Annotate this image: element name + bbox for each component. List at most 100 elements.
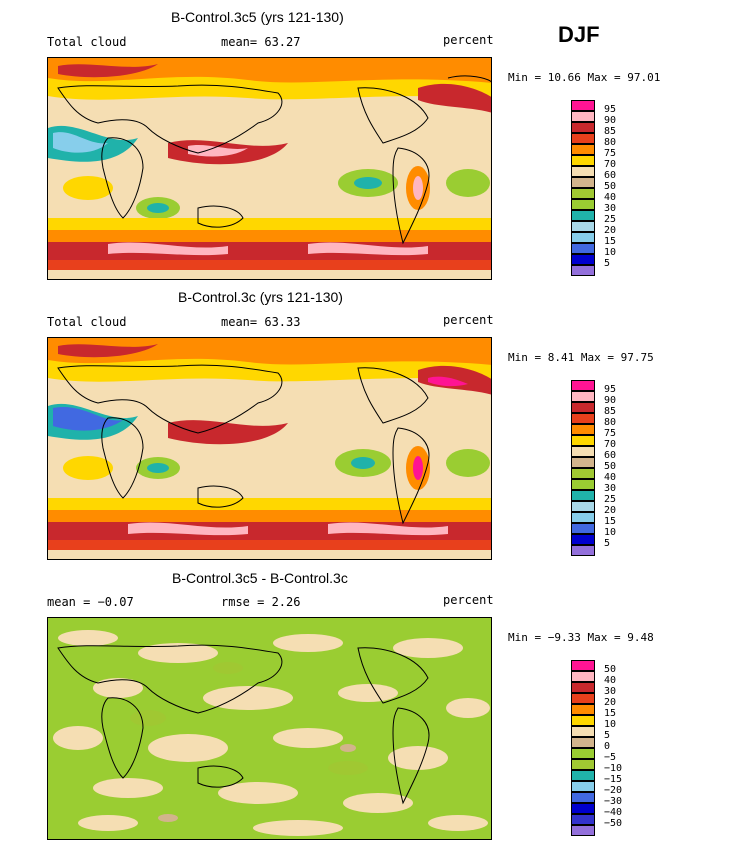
legend-1-label: 50 xyxy=(604,181,617,192)
legend-1-label: 95 xyxy=(604,104,617,115)
legend-3-swatch xyxy=(571,726,595,737)
legend-3-label: −5 xyxy=(604,752,617,763)
legend-1-swatch xyxy=(571,243,595,254)
legend-2-label: 85 xyxy=(604,406,617,417)
legend-2-label: 80 xyxy=(604,417,617,428)
legend-3-label: 20 xyxy=(604,697,617,708)
legend-2-label: 5 xyxy=(604,538,611,549)
legend-3-label: −50 xyxy=(604,818,623,829)
legend-1-label: 5 xyxy=(604,258,611,269)
legend-2-label: 60 xyxy=(604,450,617,461)
panel-2-map xyxy=(47,337,492,560)
legend-2-label: 70 xyxy=(604,439,617,450)
panel-1-variable-label: Total cloud xyxy=(47,35,127,49)
legend-3-swatch xyxy=(571,682,595,693)
legend-1-label: 70 xyxy=(604,159,617,170)
legend-2-label: 10 xyxy=(604,527,617,538)
legend-2-swatch xyxy=(571,446,595,457)
legend-2-label: 20 xyxy=(604,505,617,516)
legend-1-label: 85 xyxy=(604,126,617,137)
legend-3-swatch xyxy=(571,792,595,803)
season-label: DJF xyxy=(558,22,600,47)
legend-3-label: 30 xyxy=(604,686,617,697)
legend-2-swatch xyxy=(571,380,595,391)
legend-3-swatch xyxy=(571,759,595,770)
legend-2-swatch xyxy=(571,523,595,534)
panel-2-units-label: percent xyxy=(443,313,494,327)
panel-3-map xyxy=(47,617,492,840)
legend-3-label: −30 xyxy=(604,796,623,807)
legend-2-label: 50 xyxy=(604,461,617,472)
legend-3-label: 5 xyxy=(604,730,611,741)
legend-1-swatch xyxy=(571,144,595,155)
legend-3-label: 50 xyxy=(604,664,617,675)
legend-2-swatch xyxy=(571,545,595,556)
panel-1-minmax: Min = 10.66 Max = 97.01 xyxy=(508,71,661,84)
legend-1-swatch xyxy=(571,254,595,265)
legend-2-label: 95 xyxy=(604,384,617,395)
legend-3-label: 0 xyxy=(604,741,611,752)
legend-2-swatch xyxy=(571,457,595,468)
legend-1-swatch xyxy=(571,265,595,276)
legend-3-swatch xyxy=(571,803,595,814)
legend-3-swatch xyxy=(571,693,595,704)
legend-2-label: 40 xyxy=(604,472,617,483)
legend-1-label: 75 xyxy=(604,148,617,159)
legend-2-label: 25 xyxy=(604,494,617,505)
legend-1-label: 25 xyxy=(604,214,617,225)
legend-2-label: 15 xyxy=(604,516,617,527)
legend-3-swatch xyxy=(571,748,595,759)
legend-1-swatch xyxy=(571,210,595,221)
panel-1-title: B-Control.3c5 (yrs 121-130) xyxy=(171,9,344,25)
legend-1-label: 20 xyxy=(604,225,617,236)
legend-2-swatch xyxy=(571,468,595,479)
legend-1-swatch xyxy=(571,199,595,210)
legend-3-swatch xyxy=(571,671,595,682)
legend-1-label: 90 xyxy=(604,115,617,126)
legend-2-swatch xyxy=(571,424,595,435)
legend-2-label: 30 xyxy=(604,483,617,494)
panel-1-mean-label: mean= 63.27 xyxy=(221,35,301,49)
legend-1-swatch xyxy=(571,133,595,144)
legend-1-label: 30 xyxy=(604,203,617,214)
legend-1-swatch xyxy=(571,111,595,122)
legend-1-swatch xyxy=(571,166,595,177)
panel-3-title: B-Control.3c5 - B-Control.3c xyxy=(172,570,348,586)
legend-3-swatch xyxy=(571,814,595,825)
legend-1-label: 40 xyxy=(604,192,617,203)
panel-1-map xyxy=(47,57,492,280)
panel-2-title: B-Control.3c (yrs 121-130) xyxy=(178,289,343,305)
legend-2-swatch xyxy=(571,402,595,413)
legend-3-swatch xyxy=(571,715,595,726)
legend-3-label: −15 xyxy=(604,774,623,785)
legend-3-swatch xyxy=(571,781,595,792)
legend-3-label: −10 xyxy=(604,763,623,774)
legend-2-swatch xyxy=(571,512,595,523)
legend-1-swatch xyxy=(571,155,595,166)
legend-1-label: 60 xyxy=(604,170,617,181)
legend-2-swatch xyxy=(571,391,595,402)
legend-3-swatch xyxy=(571,737,595,748)
legend-2-swatch xyxy=(571,501,595,512)
panel-3-minmax: Min = −9.33 Max = 9.48 xyxy=(508,631,654,644)
legend-3-label: −20 xyxy=(604,785,623,796)
legend-1-swatch xyxy=(571,100,595,111)
panel-3-rmse-label: rmse = 2.26 xyxy=(221,595,301,609)
legend-1-label: 10 xyxy=(604,247,617,258)
legend-1-label: 80 xyxy=(604,137,617,148)
legend-1-swatch xyxy=(571,188,595,199)
legend-3-swatch xyxy=(571,825,595,836)
legend-1-swatch xyxy=(571,122,595,133)
panel-3-mean-label: mean = −0.07 xyxy=(47,595,134,609)
legend-3-label: −40 xyxy=(604,807,623,818)
legend-3-label: 15 xyxy=(604,708,617,719)
legend-2-swatch xyxy=(571,435,595,446)
panel-2-mean-label: mean= 63.33 xyxy=(221,315,301,329)
legend-2-swatch xyxy=(571,534,595,545)
legend-2-swatch xyxy=(571,490,595,501)
panel-1-units-label: percent xyxy=(443,33,494,47)
legend-3-swatch xyxy=(571,770,595,781)
panel-3-units-label: percent xyxy=(443,593,494,607)
legend-1-swatch xyxy=(571,232,595,243)
panel-2-minmax: Min = 8.41 Max = 97.75 xyxy=(508,351,654,364)
